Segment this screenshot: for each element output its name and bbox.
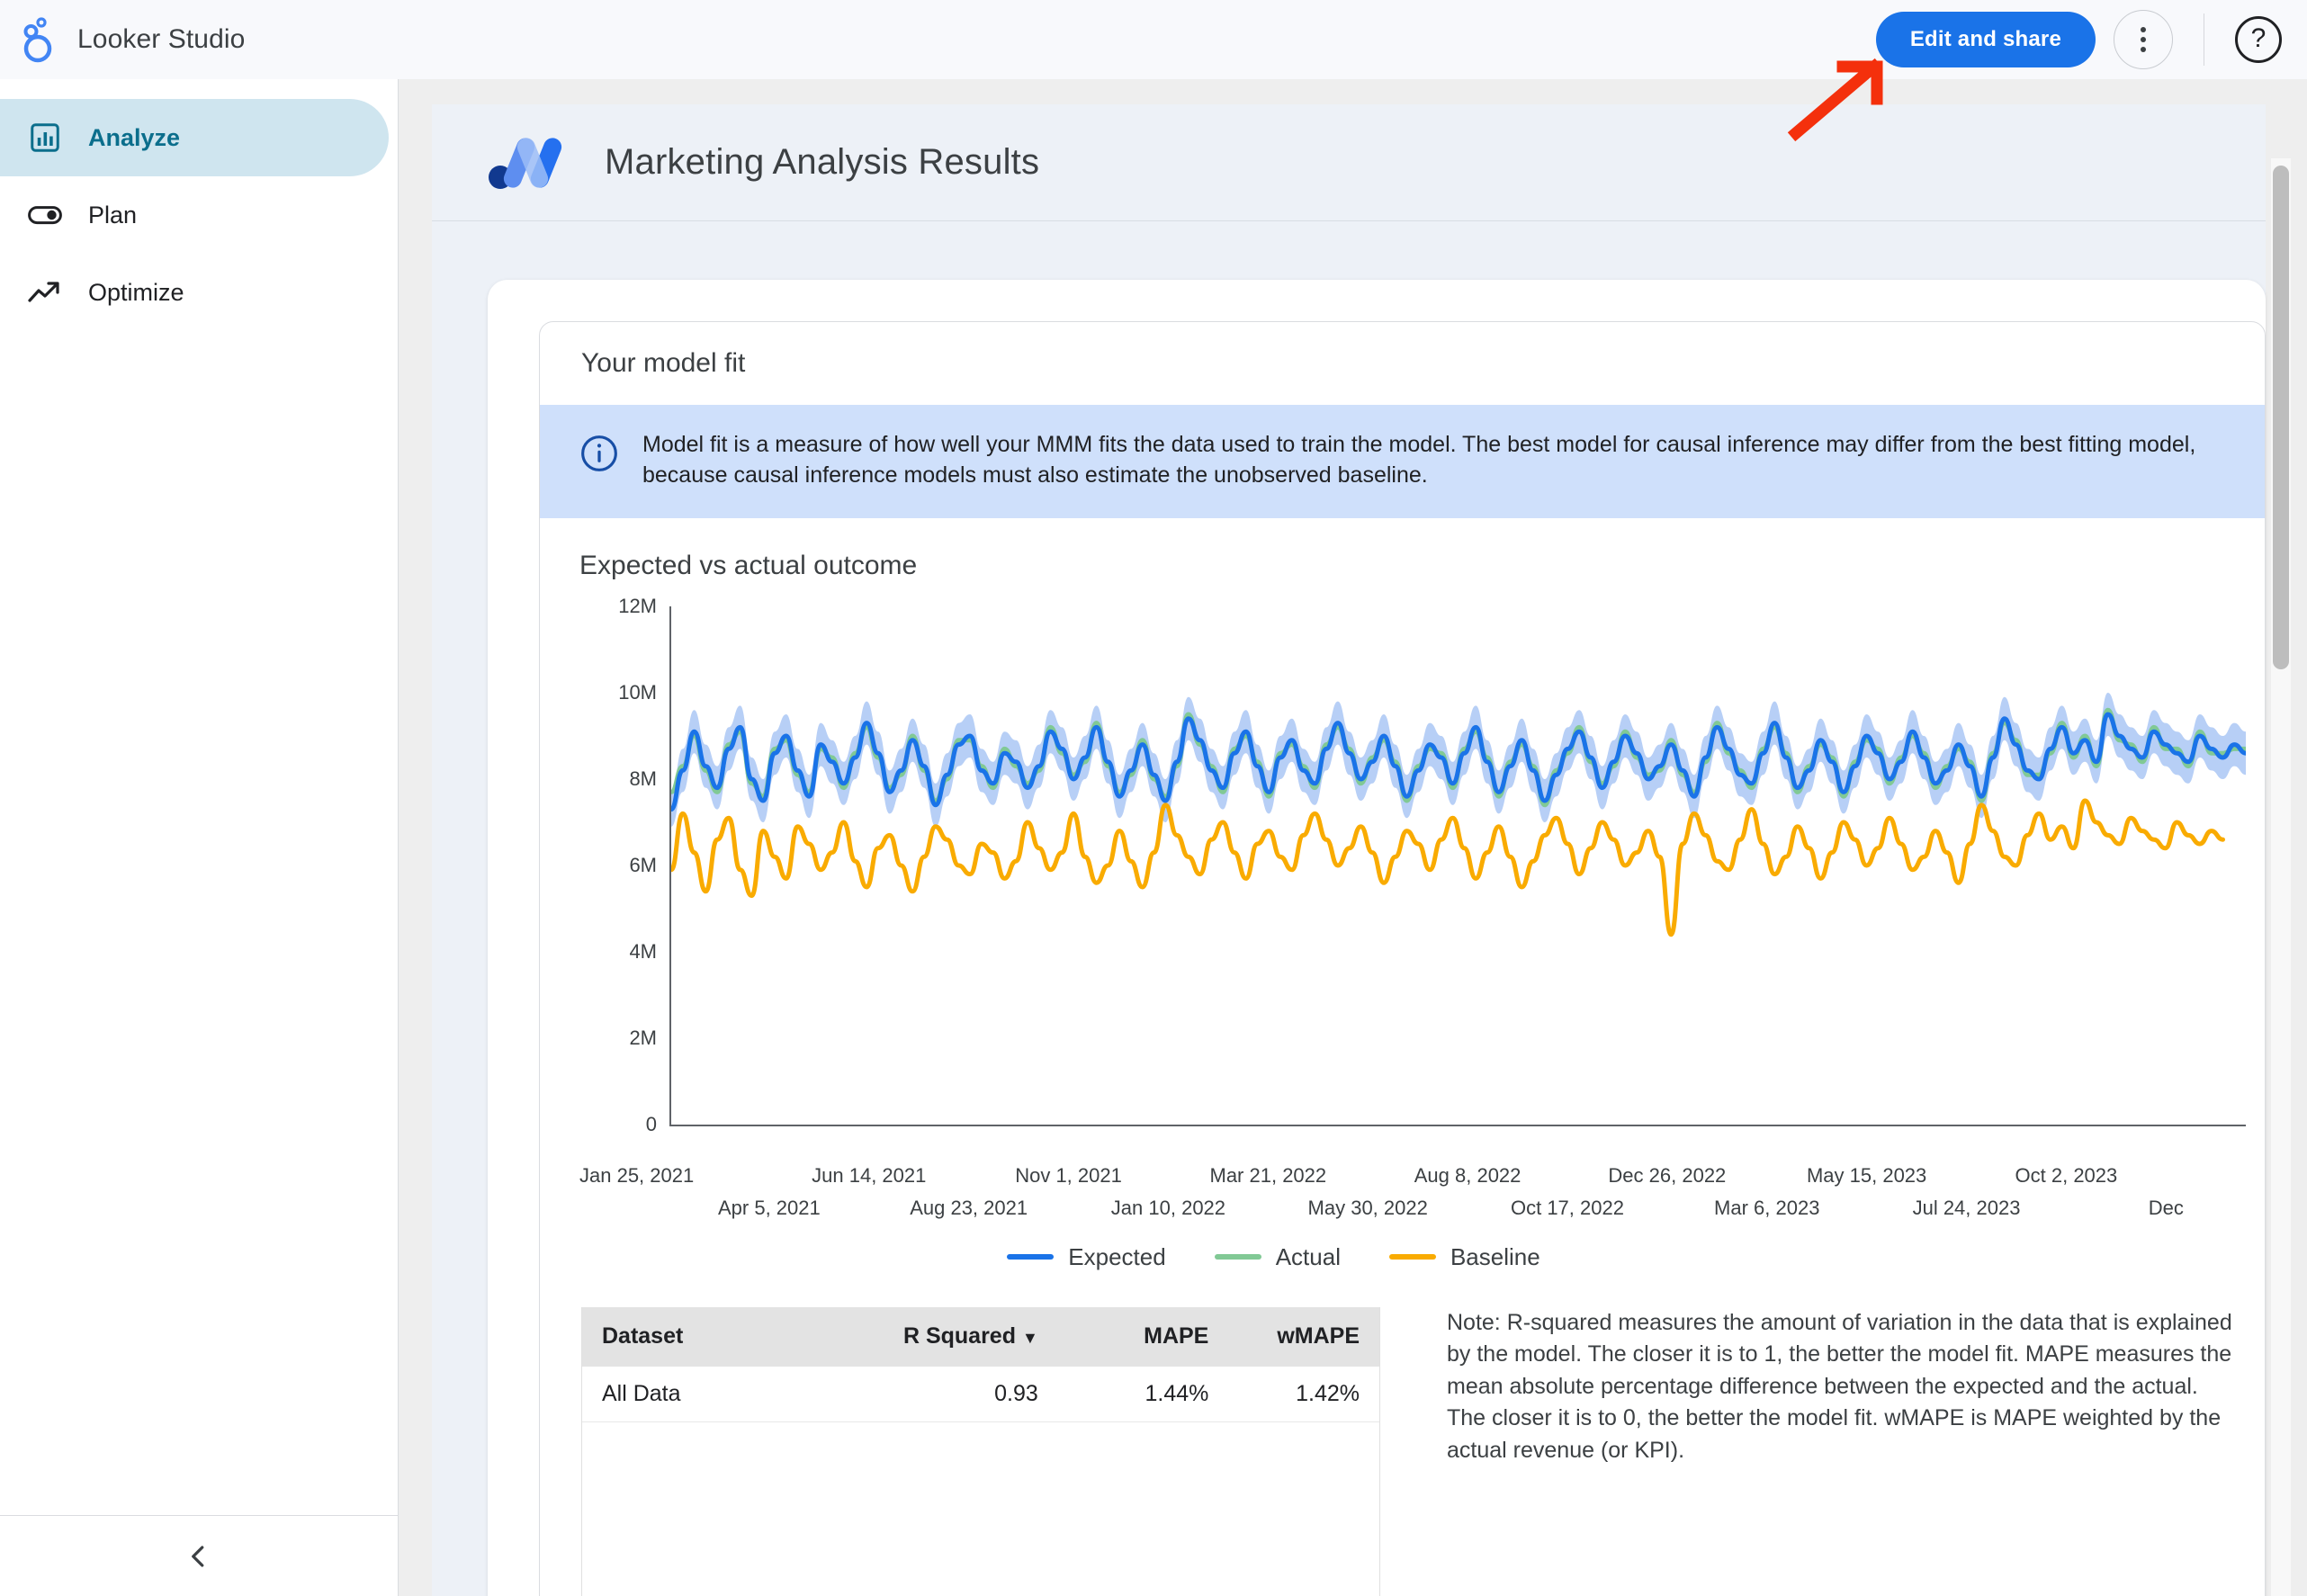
y-axis-tick: 4M [629, 939, 657, 963]
main-content: Marketing Analysis Results Your model fi… [399, 79, 2307, 1596]
looker-studio-logo-icon [20, 16, 61, 63]
y-axis-tick: 10M [618, 680, 657, 704]
x-axis-tick: Mar 6, 2023 [1714, 1196, 1820, 1219]
legend-swatch [1007, 1254, 1055, 1260]
info-banner: Model fit is a measure of how well your … [540, 405, 2265, 518]
brand-name: Looker Studio [77, 24, 246, 54]
edit-and-share-button[interactable]: Edit and share [1875, 12, 2096, 67]
column-header-dataset[interactable]: Dataset [602, 1323, 684, 1349]
legend-item[interactable]: Actual [1214, 1242, 1341, 1271]
page-title: Marketing Analysis Results [605, 142, 1040, 182]
column-header-mape[interactable]: MAPE [1144, 1323, 1209, 1349]
y-axis-tick: 0 [645, 1112, 657, 1135]
y-axis-tick: 6M [629, 853, 657, 876]
y-axis: 0 2M 4M 6M 8M 10M 12M [579, 595, 657, 1135]
report-header: Marketing Analysis Results [432, 104, 2266, 221]
x-axis-tick: Jan 25, 2021 [579, 1163, 695, 1187]
sidebar-item-optimize[interactable]: Optimize [0, 254, 389, 331]
column-header-r-squared[interactable]: R Squared ▼ [851, 1323, 1057, 1349]
x-axis-tick: Jul 24, 2023 [1912, 1196, 2021, 1219]
sidebar: Analyze Plan Optimize [0, 79, 399, 1596]
chart-title: Expected vs actual outcome [579, 550, 918, 580]
report-card: Your model fit Model fit is a measure of… [488, 280, 2266, 1596]
info-circle-icon [579, 430, 619, 491]
sidebar-item-label: Plan [88, 201, 138, 229]
vertical-scrollbar[interactable] [2271, 158, 2291, 1596]
x-axis: Jan 25, 2021 Apr 5, 2021 Jun 14, 2021 Aug 2… [579, 1164, 2265, 1242]
table-empty-space [582, 1422, 1379, 1596]
column-header-label: R Squared [902, 1323, 1016, 1349]
scrollbar-thumb[interactable] [2273, 166, 2289, 669]
x-axis-tick: Jun 14, 2021 [812, 1163, 927, 1187]
legend-item[interactable]: Expected [1007, 1242, 1166, 1271]
brand[interactable]: Looker Studio [0, 16, 245, 63]
meridian-logo-icon [488, 135, 574, 191]
series-line-baseline [671, 798, 2225, 937]
chart-block: Expected vs actual outcome 0 2M 4M 6M 8M 10M 1… [540, 518, 2265, 1271]
help-circle-icon[interactable]: ? [2235, 16, 2282, 63]
report-canvas: Marketing Analysis Results Your model fi… [432, 104, 2266, 1596]
legend-label: Baseline [1450, 1242, 1540, 1270]
y-axis-tick: 2M [629, 1026, 657, 1049]
expected-vs-actual-chart: 0 2M 4M 6M 8M 10M 12M [579, 595, 2253, 1164]
sidebar-item-analyze[interactable]: Analyze [0, 99, 389, 176]
x-axis-tick: Aug 8, 2022 [1414, 1163, 1522, 1187]
legend-item[interactable]: Baseline [1388, 1242, 1540, 1271]
series-line-expected [671, 712, 2246, 811]
y-axis-tick: 8M [629, 767, 657, 790]
x-axis-tick: Nov 1, 2021 [1015, 1163, 1122, 1187]
cell-dataset: All Data [602, 1380, 681, 1406]
sidebar-nav: Analyze Plan Optimize [0, 79, 398, 331]
legend-swatch [1214, 1254, 1261, 1260]
x-axis-tick: Oct 17, 2022 [1510, 1196, 1624, 1219]
x-axis-tick: Jan 10, 2022 [1110, 1196, 1226, 1219]
sidebar-item-plan[interactable]: Plan [0, 176, 389, 254]
cell-r-squared: 0.93 [994, 1380, 1038, 1406]
sidebar-footer [0, 1515, 398, 1596]
chevron-left-icon[interactable] [172, 1529, 226, 1583]
cell-mape: 1.44% [1145, 1380, 1209, 1406]
x-axis-tick: May 30, 2022 [1307, 1196, 1428, 1219]
sidebar-item-label: Analyze [88, 123, 181, 151]
column-header-wmape[interactable]: wMAPE [1277, 1323, 1360, 1349]
legend-swatch [1388, 1254, 1436, 1260]
table-header-row: Dataset R Squared ▼ MAPE wMAPE [582, 1306, 1379, 1367]
x-axis-tick: May 15, 2023 [1806, 1163, 1927, 1187]
info-banner-text: Model fit is a measure of how well your … [642, 432, 2196, 488]
chart-legend: Expected Actual Baseline [579, 1243, 2265, 1271]
legend-label: Actual [1275, 1242, 1341, 1270]
x-axis-tick: Dec [2148, 1196, 2184, 1219]
toggle-icon [27, 197, 63, 233]
x-axis-tick: Mar 21, 2022 [1209, 1163, 1327, 1187]
plot-area [669, 605, 2246, 1126]
model-fit-panel: Your model fit Model fit is a measure of… [539, 321, 2266, 1596]
x-axis-tick: Dec 26, 2022 [1608, 1163, 1727, 1187]
x-axis-tick: Apr 5, 2021 [718, 1196, 821, 1219]
bar-chart-icon [27, 120, 63, 156]
top-bar: Looker Studio Edit and share ? [0, 0, 2307, 79]
metrics-note: Note: R-squared measures the amount of v… [1447, 1309, 2232, 1463]
y-axis-tick: 12M [618, 594, 657, 617]
legend-label: Expected [1068, 1242, 1166, 1270]
cell-wmape: 1.42% [1296, 1380, 1360, 1406]
top-bar-actions: Edit and share ? [1875, 0, 2307, 79]
panel-title: Your model fit [581, 348, 746, 378]
trending-up-icon [27, 274, 63, 310]
x-axis-tick: Oct 2, 2023 [2015, 1163, 2118, 1187]
metrics-row: Dataset R Squared ▼ MAPE wMAPE All Data [540, 1271, 2265, 1596]
model-fit-table: Dataset R Squared ▼ MAPE wMAPE All Data [581, 1306, 1380, 1596]
table-row[interactable]: All Data 0.93 1.44% 1.42% [582, 1367, 1379, 1422]
more-vert-icon[interactable] [2114, 10, 2173, 69]
x-axis-tick: Aug 23, 2021 [910, 1196, 1028, 1219]
sidebar-item-label: Optimize [88, 278, 184, 306]
sort-desc-icon[interactable]: ▼ [1021, 1329, 1038, 1347]
